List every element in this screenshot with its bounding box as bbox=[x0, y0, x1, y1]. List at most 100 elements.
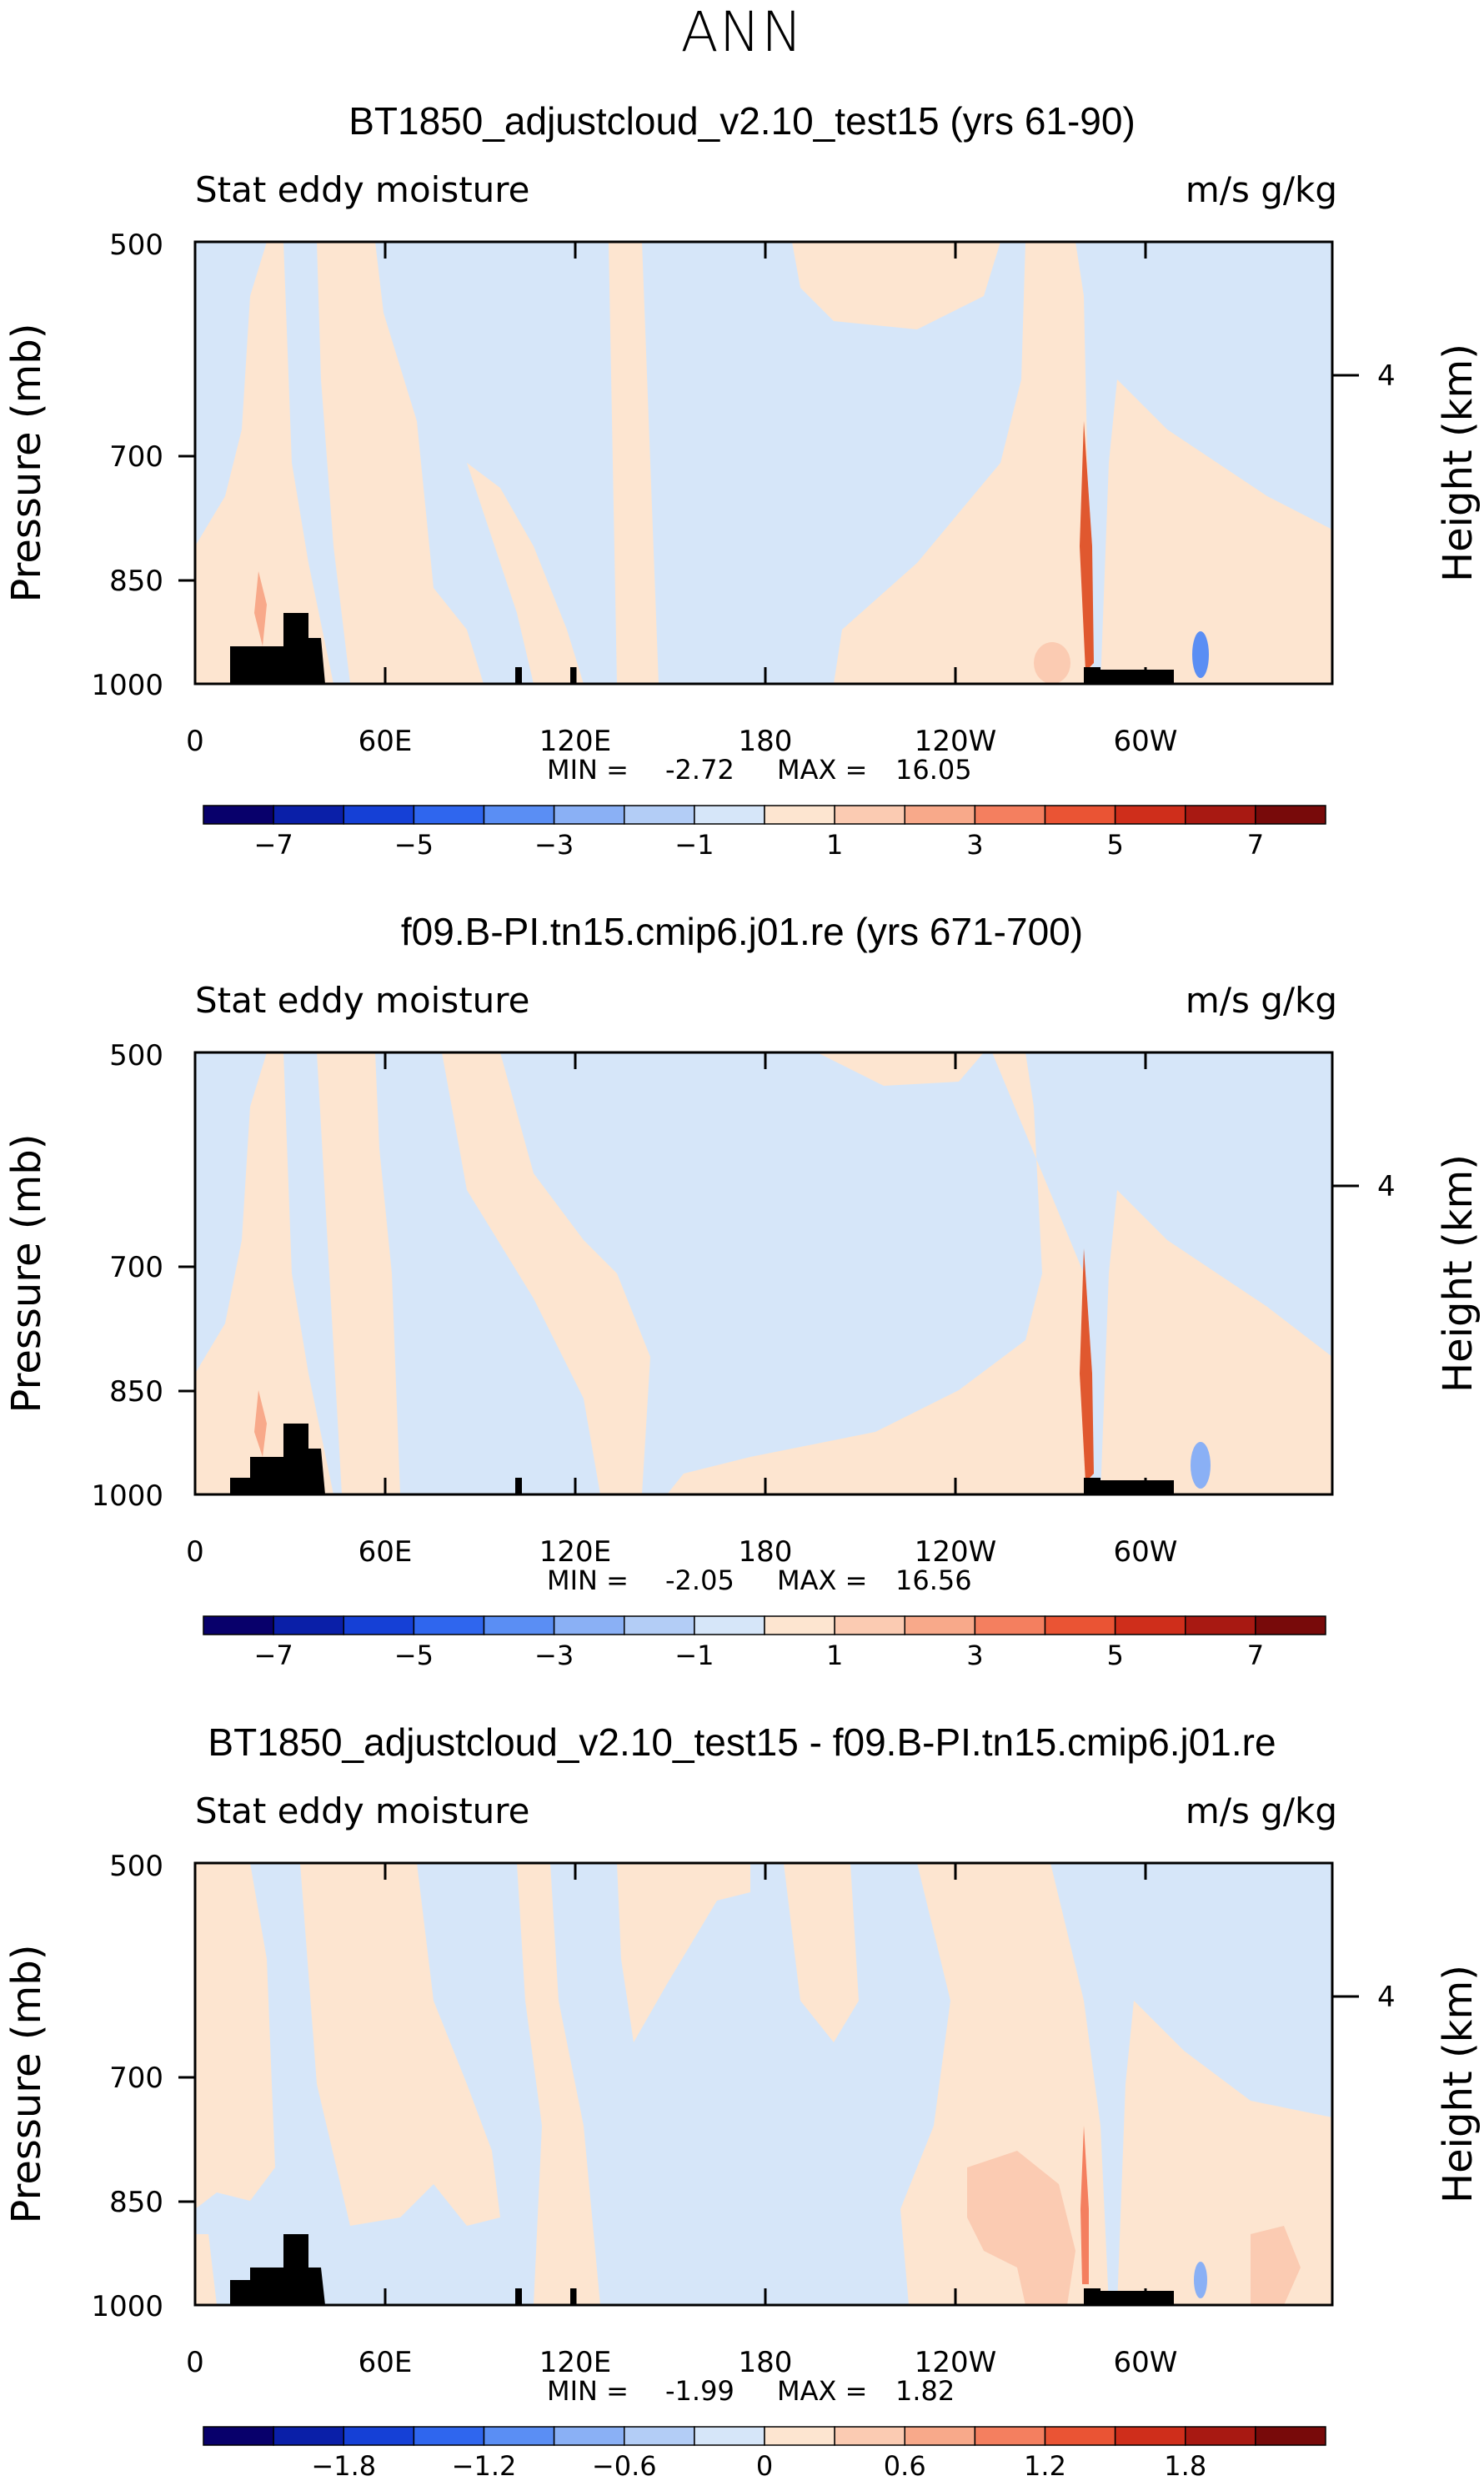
panel-3-field-label: Stat eddy moisture bbox=[195, 1790, 530, 1831]
colorbar-swatch bbox=[1185, 1615, 1256, 1635]
panel-2-ticks bbox=[178, 1052, 1359, 1494]
panel-2-xtick-120E: 120E bbox=[539, 1535, 611, 1569]
colorbar-label: −1.8 bbox=[311, 2450, 376, 2481]
panel-3-terrain-africa bbox=[230, 2234, 325, 2305]
colorbar-swatch bbox=[624, 805, 695, 825]
panel-1-east-pacific-positive bbox=[834, 242, 1092, 684]
panel-1-colorbar: −7 −5 −3 −1 1 3 5 7 bbox=[203, 805, 1326, 861]
panel-3-xtick-120W: 120W bbox=[915, 2346, 997, 2379]
panel-1-xtick-180: 180 bbox=[739, 725, 793, 758]
colorbar-swatch bbox=[1185, 2426, 1256, 2446]
colorbar-swatch bbox=[694, 2426, 765, 2446]
panel-1-xtick-120E: 120E bbox=[539, 725, 611, 758]
colorbar-label: −1 bbox=[674, 1640, 714, 1671]
colorbar-swatch bbox=[624, 2426, 695, 2446]
panel-3-negative-min bbox=[1194, 2262, 1207, 2298]
colorbar-swatch bbox=[1255, 1615, 1326, 1635]
panel-1-ylabel-right: Height (km) bbox=[1435, 344, 1481, 582]
panel-2-andes-peak bbox=[1080, 1248, 1094, 1482]
colorbar-swatch bbox=[904, 1615, 976, 1635]
panel-3-ytick-right-4: 4 bbox=[1377, 1981, 1396, 2014]
panel-2-terrain-island-1 bbox=[515, 1478, 522, 1494]
colorbar-label: 0 bbox=[756, 2450, 773, 2481]
panel-2-terrain-andes bbox=[1084, 1478, 1174, 1494]
panel-1-xtick-60W: 60W bbox=[1114, 725, 1178, 758]
colorbar-swatch bbox=[904, 2426, 976, 2446]
colorbar-swatch bbox=[553, 2426, 625, 2446]
panel-3-min-value: -1.99 bbox=[665, 2375, 734, 2407]
panel-3-indian-positive bbox=[300, 1863, 500, 2226]
colorbar-label: −7 bbox=[254, 829, 293, 861]
panel-2-ylabel: Pressure (mb) bbox=[3, 1134, 50, 1414]
colorbar-swatch bbox=[553, 805, 625, 825]
colorbar-label: 1.8 bbox=[1164, 2450, 1206, 2481]
panel-2-xtick-120W: 120W bbox=[915, 1535, 997, 1569]
colorbar-label: 1 bbox=[826, 829, 843, 861]
panel-1-ticks bbox=[178, 242, 1359, 684]
colorbar-label: 3 bbox=[966, 829, 983, 861]
colorbar-label: 1.2 bbox=[1024, 2450, 1066, 2481]
panel-2-xtick-60E: 60E bbox=[358, 1535, 413, 1569]
colorbar-label: −3 bbox=[534, 829, 574, 861]
colorbar-swatch bbox=[413, 2426, 485, 2446]
colorbar-swatch bbox=[413, 1615, 485, 1635]
main-title: ANN bbox=[680, 0, 804, 64]
panel-2-title: f09.B-PI.tn15.cmip6.j01.re (yrs 671-700) bbox=[400, 910, 1084, 953]
panel-3-xtick-0: 0 bbox=[186, 2346, 204, 2379]
colorbar-swatch bbox=[1044, 805, 1116, 825]
panel-3-terrain-andes bbox=[1084, 2288, 1174, 2305]
panel-1-negative-min bbox=[1192, 631, 1209, 678]
colorbar-label: −5 bbox=[394, 1640, 434, 1671]
colorbar-swatch bbox=[1044, 2426, 1116, 2446]
colorbar-label: −7 bbox=[254, 1640, 293, 1671]
panel-2-pacific-upper-positive bbox=[817, 1052, 984, 1086]
colorbar-swatch bbox=[974, 2426, 1046, 2446]
panel-2-negative-min bbox=[1191, 1442, 1211, 1489]
panel-3-min-label: MIN = bbox=[547, 2375, 629, 2407]
panel-2-max-value: 16.56 bbox=[895, 1564, 972, 1596]
colorbar-label: 5 bbox=[1106, 829, 1123, 861]
colorbar-swatch bbox=[694, 1615, 765, 1635]
panel-1-ytick-500: 500 bbox=[109, 229, 163, 262]
colorbar-swatch bbox=[834, 1615, 905, 1635]
colorbar-swatch bbox=[834, 805, 905, 825]
panel-2-ytick-850: 850 bbox=[109, 1375, 163, 1409]
panel-2-xtick-60W: 60W bbox=[1114, 1535, 1178, 1569]
panel-2-ytick-500: 500 bbox=[109, 1039, 163, 1072]
panel-3-africa-positive bbox=[195, 1863, 275, 2209]
panel-1-maritime-positive bbox=[467, 463, 584, 684]
panel-2-min-label: MIN = bbox=[547, 1564, 629, 1596]
panel-3-maritime-positive bbox=[517, 1863, 600, 2305]
panel-2-east-pacific-positive bbox=[667, 1052, 1092, 1494]
panel-1-xtick-0: 0 bbox=[186, 725, 204, 758]
colorbar-label: 1 bbox=[826, 1640, 843, 1671]
panel-1-pacific-upper-positive bbox=[792, 242, 1000, 329]
panel-1-field-label: Stat eddy moisture bbox=[195, 169, 530, 210]
panel-3-max-label: MAX = bbox=[777, 2375, 868, 2407]
panel-1-africa-positive bbox=[195, 242, 333, 684]
panel-3-terrain-island-2 bbox=[570, 2288, 575, 2305]
colorbar-swatch bbox=[764, 805, 835, 825]
colorbar-swatch bbox=[273, 805, 344, 825]
panel-3-terrain-island-1 bbox=[515, 2288, 522, 2305]
colorbar-label: −1 bbox=[674, 829, 714, 861]
panel-2-frame bbox=[193, 1051, 1334, 1496]
colorbar-swatch bbox=[764, 1615, 835, 1635]
colorbar-swatch bbox=[1185, 805, 1256, 825]
colorbar-label: 3 bbox=[966, 1640, 983, 1671]
colorbar-swatch bbox=[1044, 1615, 1116, 1635]
panel-3-max-value: 1.82 bbox=[895, 2375, 955, 2407]
panel-2-ytick-1000: 1000 bbox=[91, 1479, 163, 1513]
panel-1-min-value: -2.72 bbox=[665, 754, 734, 786]
panel-1-terrain-island-1 bbox=[515, 667, 522, 684]
colorbar-swatch bbox=[764, 2426, 835, 2446]
panel-1-max-label: MAX = bbox=[777, 754, 868, 786]
panel-2-ytick-right-4: 4 bbox=[1377, 1170, 1396, 1203]
panel-3-frame bbox=[193, 1861, 1334, 2307]
panel-1-xtick-120W: 120W bbox=[915, 725, 997, 758]
panel-2-ylabel-right: Height (km) bbox=[1435, 1154, 1481, 1393]
panel-3-ylabel: Pressure (mb) bbox=[3, 1945, 50, 2224]
colorbar-swatch bbox=[553, 1615, 625, 1635]
panel-2-africa-positive bbox=[195, 1052, 333, 1494]
panel-1-ytick-1000: 1000 bbox=[91, 669, 163, 702]
